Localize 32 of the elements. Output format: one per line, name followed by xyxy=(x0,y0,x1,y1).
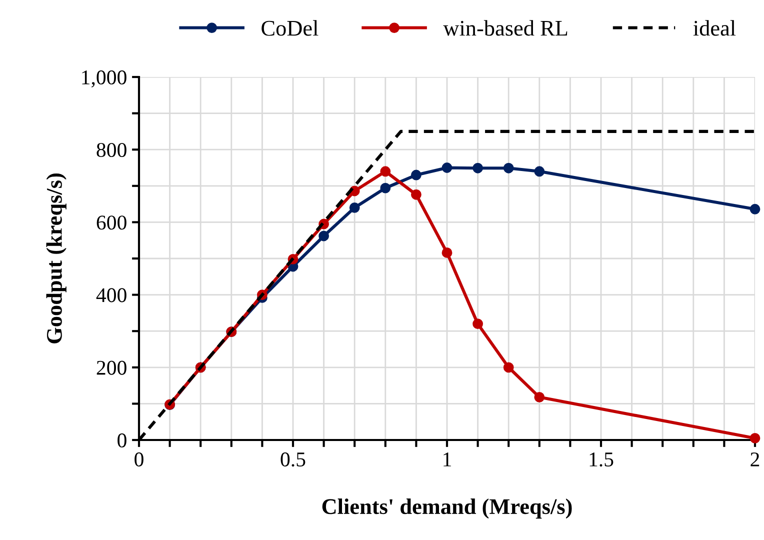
legend-label: win-based RL xyxy=(443,20,568,36)
y-tick-label: 200 xyxy=(96,360,126,375)
y-axis-title: Goodput (kreqs/s) xyxy=(46,174,66,344)
y-tick-label: 1,000 xyxy=(82,70,126,88)
point xyxy=(442,247,452,258)
point xyxy=(534,166,545,177)
x-tick-label: 0 xyxy=(134,452,144,466)
y-tick-label: 0 xyxy=(118,433,126,448)
point xyxy=(380,166,391,177)
y-tick-label: 600 xyxy=(96,216,126,230)
point xyxy=(380,182,391,194)
point xyxy=(750,432,760,444)
x-tick-label: 0.5 xyxy=(280,452,306,467)
x-tick-label: 1.5 xyxy=(590,452,614,467)
y-tick-label: 800 xyxy=(96,142,126,158)
point xyxy=(442,162,452,173)
legend-label: CoDel xyxy=(262,20,318,36)
point xyxy=(472,162,484,174)
point xyxy=(318,230,330,242)
point xyxy=(349,202,360,213)
x-tick-label: 2 xyxy=(750,452,760,466)
point xyxy=(534,392,545,402)
point xyxy=(472,318,484,330)
point xyxy=(503,362,514,373)
point xyxy=(410,170,422,180)
point xyxy=(410,189,422,200)
y-tick-label: 400 xyxy=(96,288,126,302)
point xyxy=(750,204,760,214)
legend-label: ideal xyxy=(693,20,736,36)
x-tick-label: 1 xyxy=(444,452,451,466)
point xyxy=(503,162,514,174)
x-axis-title: Clients' demand (Mreqs/s) xyxy=(322,498,572,519)
